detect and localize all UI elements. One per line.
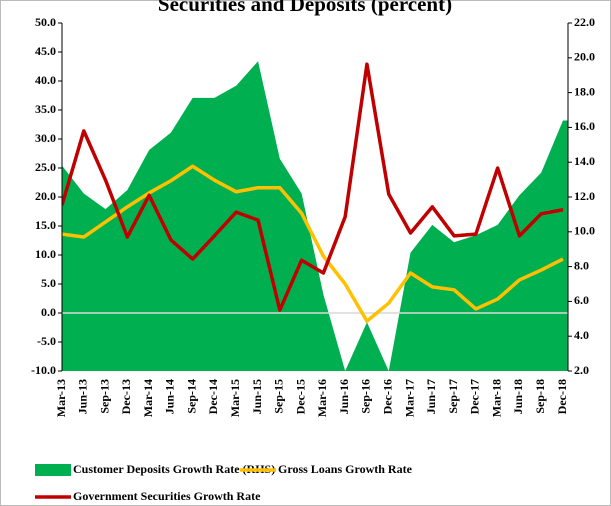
x-tick-label: Dec-15	[293, 379, 307, 414]
x-tick-label: Jun-15	[250, 379, 264, 414]
x-tick-label: Dec-18	[555, 379, 569, 414]
y-tick-label: 10.0	[35, 247, 56, 261]
x-tick-label: Dec-17	[468, 379, 482, 414]
x-tick-label: Jun-14	[163, 379, 177, 414]
line	[62, 62, 564, 312]
y2-tick-label: 16.0	[574, 119, 595, 133]
y-tick-label: -10.0	[31, 363, 56, 377]
y-tick-label: 50.0	[35, 15, 56, 29]
legend-label: Government Securities Growth Rate	[73, 489, 261, 503]
x-tick-label: Dec-14	[206, 379, 220, 414]
y2-tick-label: 6.0	[574, 293, 589, 307]
x-tick-label: Sep-13	[97, 379, 111, 414]
x-tick-label: Mar-18	[489, 379, 503, 417]
y-tick-label: 35.0	[35, 102, 56, 116]
x-tick-label: Jun-17	[424, 379, 438, 414]
legend-label: Customer Deposits Growth Rate (RHS)	[73, 462, 275, 476]
y-tick-label: 5.0	[41, 276, 56, 290]
x-tick-label: Sep-16	[359, 379, 373, 414]
y2-tick-label: 22.0	[574, 15, 595, 29]
x-tick-label: Dec-13	[119, 379, 133, 414]
y2-tick-label: 8.0	[574, 258, 589, 272]
y2-tick-label: 4.0	[574, 328, 589, 342]
x-tick-label: Sep-15	[272, 379, 286, 414]
area	[62, 61, 568, 371]
y-tick-label: 30.0	[35, 131, 56, 145]
y-tick-label: 0.0	[41, 305, 56, 319]
legend-swatch	[35, 464, 71, 476]
y2-tick-label: 10.0	[574, 224, 595, 238]
y2-tick-label: 20.0	[574, 50, 595, 64]
line	[62, 164, 564, 323]
y-tick-label: 20.0	[35, 189, 56, 203]
x-tick-label: Sep-18	[533, 379, 547, 414]
chart-title: Securities and Deposits (percent)	[158, 0, 452, 16]
x-tick-label: Mar-17	[402, 379, 416, 417]
y2-tick-label: 18.0	[574, 84, 595, 98]
x-tick-label: Jun-16	[337, 379, 351, 414]
x-tick-label: Mar-15	[228, 379, 242, 417]
y-tick-label: 40.0	[35, 73, 56, 87]
y-tick-label: 45.0	[35, 44, 56, 58]
y2-tick-label: 14.0	[574, 154, 595, 168]
legend-label: Gross Loans Growth Rate	[278, 462, 413, 476]
x-tick-label: Sep-14	[184, 379, 198, 414]
x-tick-label: Sep-17	[446, 379, 460, 414]
y2-tick-label: 12.0	[574, 189, 595, 203]
y-tick-label: -5.0	[37, 334, 56, 348]
x-tick-label: Jun-13	[76, 379, 90, 414]
y-tick-label: 25.0	[35, 160, 56, 174]
y2-tick-label: 2.0	[574, 363, 589, 377]
plot-area	[62, 61, 568, 371]
x-tick-label: Jun-18	[511, 379, 525, 414]
x-tick-label: Mar-16	[315, 379, 329, 417]
x-tick-label: Mar-14	[141, 379, 155, 417]
x-tick-label: Mar-13	[54, 379, 68, 417]
y-tick-label: 15.0	[35, 218, 56, 232]
x-tick-label: Dec-16	[380, 379, 394, 414]
